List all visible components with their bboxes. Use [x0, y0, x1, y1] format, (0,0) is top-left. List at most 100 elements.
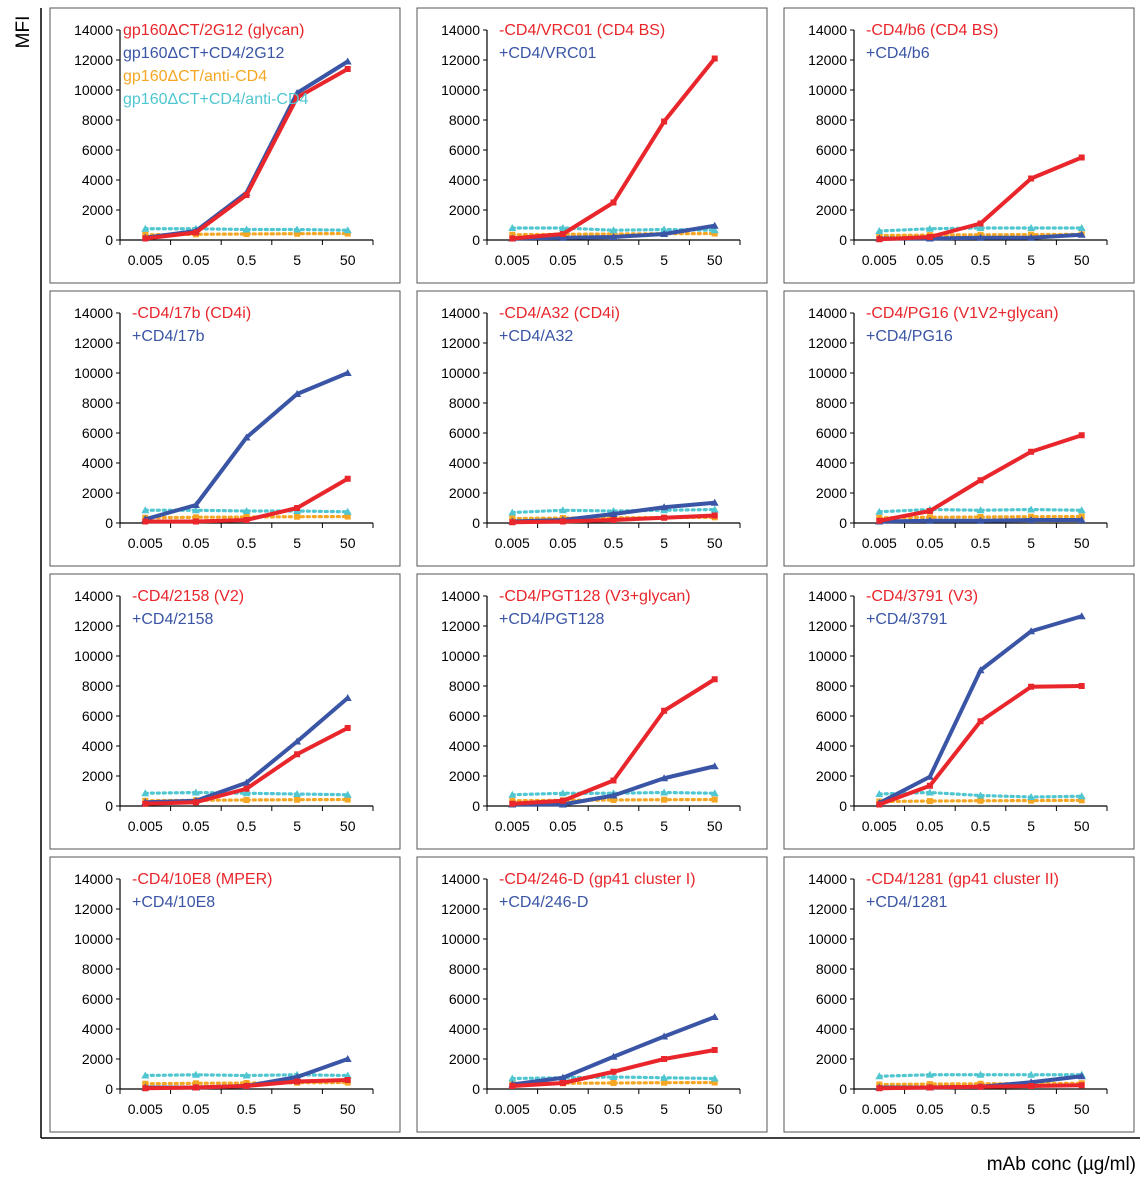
y-tick-label: 14000	[74, 22, 113, 38]
y-tick-label: 8000	[82, 395, 113, 411]
x-tick-label: 0.005	[495, 818, 530, 834]
data-point	[926, 508, 933, 514]
series-minus	[142, 725, 351, 807]
y-tick-label: 2000	[816, 485, 847, 501]
data-point	[976, 516, 985, 524]
x-tick-label: 5	[293, 818, 301, 834]
x-tick-label: 0.05	[182, 1101, 209, 1117]
legend-entry: -CD4/10E8 (MPER)	[132, 871, 272, 888]
data-point	[661, 707, 668, 714]
y-tick-label: 14000	[808, 305, 847, 321]
x-tick-label: 5	[660, 252, 668, 268]
y-tick-label: 0	[839, 798, 847, 814]
data-point	[343, 369, 352, 376]
data-point	[661, 1079, 668, 1086]
x-tick-label: 0.05	[549, 252, 576, 268]
x-tick-label: 5	[660, 818, 668, 834]
data-point	[1077, 506, 1086, 514]
data-point	[610, 1080, 617, 1086]
x-tick-label: 0.5	[237, 818, 257, 834]
legend-entry: +CD4/1281	[866, 894, 947, 911]
data-point	[293, 1073, 302, 1080]
data-point	[1078, 154, 1085, 161]
data-point	[142, 235, 149, 242]
legend-entry: -CD4/PGT128 (V3+glycan)	[499, 588, 691, 605]
data-point	[610, 1068, 617, 1075]
data-point	[976, 233, 985, 241]
data-point	[976, 1070, 985, 1078]
y-tick-label: 6000	[449, 425, 480, 441]
y-tick-label: 14000	[441, 305, 480, 321]
y-tick-label: 8000	[449, 961, 480, 977]
x-tick-label: 0.5	[971, 1101, 991, 1117]
y-tick-label: 8000	[82, 112, 113, 128]
y-tick-label: 4000	[816, 172, 847, 188]
x-tick-label: 50	[1074, 818, 1090, 834]
x-tick-label: 0.005	[495, 252, 530, 268]
data-point	[343, 57, 352, 65]
y-tick-label: 0	[472, 798, 480, 814]
y-tick-label: 8000	[449, 112, 480, 128]
y-tick-label: 14000	[808, 588, 847, 604]
data-point	[977, 477, 984, 484]
y-tick-label: 4000	[816, 738, 847, 754]
data-point	[925, 788, 934, 796]
data-point	[343, 1071, 352, 1079]
panel-grid: 0 2000 4000 6000 8000 10000 12000 14000 0.005 0.0…	[49, 7, 1135, 1133]
y-tick-label: 2000	[449, 202, 480, 218]
x-tick-label: 0.005	[128, 1101, 163, 1117]
x-tick-label: 50	[1074, 252, 1090, 268]
data-point	[1077, 224, 1086, 231]
y-tick-label: 0	[839, 515, 847, 531]
x-tick-label: 0.005	[862, 1101, 897, 1117]
data-point	[976, 224, 985, 231]
data-point	[141, 224, 150, 232]
y-tick-label: 4000	[82, 455, 113, 471]
y-tick-label: 12000	[74, 335, 113, 351]
data-point	[344, 725, 351, 731]
data-point	[610, 517, 617, 523]
data-point	[344, 513, 351, 520]
data-point	[609, 1073, 618, 1080]
x-tick-label: 0.05	[182, 818, 209, 834]
data-point	[609, 510, 618, 517]
data-point	[660, 225, 669, 233]
data-point	[559, 1080, 566, 1086]
y-tick-label: 8000	[816, 961, 847, 977]
data-point	[192, 518, 199, 525]
data-point	[191, 1070, 200, 1078]
y-tick-label: 6000	[449, 142, 480, 158]
legend-entry: gp160ΔCT/2G12 (glycan)	[123, 22, 304, 39]
data-point	[1028, 1083, 1035, 1089]
data-point	[192, 229, 199, 236]
series-anti_plus	[141, 788, 352, 798]
y-tick-label: 12000	[808, 618, 847, 634]
data-point	[294, 513, 301, 520]
y-tick-label: 8000	[816, 112, 847, 128]
data-point	[1077, 1072, 1086, 1080]
data-point	[343, 694, 352, 701]
panel-frame	[49, 573, 401, 850]
y-tick-label: 4000	[816, 1021, 847, 1037]
data-point	[141, 789, 150, 797]
data-point	[1027, 516, 1036, 523]
data-point	[711, 1079, 718, 1086]
data-point	[1078, 1082, 1085, 1089]
legend-entry: gp160ΔCT+CD4/anti-CD4	[123, 91, 309, 108]
legend-entry: +CD4/3791	[866, 611, 947, 628]
y-tick-label: 2000	[82, 768, 113, 784]
data-point	[344, 475, 351, 482]
data-point	[710, 789, 719, 797]
legend-entry: -CD4/PG16 (V1V2+glycan)	[866, 305, 1059, 322]
data-point	[558, 1073, 567, 1081]
x-tick-label: 0.5	[971, 252, 991, 268]
x-tick-label: 0.5	[971, 818, 991, 834]
x-tick-label: 0.05	[549, 818, 576, 834]
y-tick-label: 12000	[441, 901, 480, 917]
y-tick-label: 10000	[441, 648, 480, 664]
data-point	[609, 1052, 618, 1060]
data-point	[242, 1071, 251, 1079]
y-tick-label: 4000	[449, 738, 480, 754]
x-tick-label: 0.5	[971, 535, 991, 551]
x-tick-label: 5	[1027, 1101, 1035, 1117]
